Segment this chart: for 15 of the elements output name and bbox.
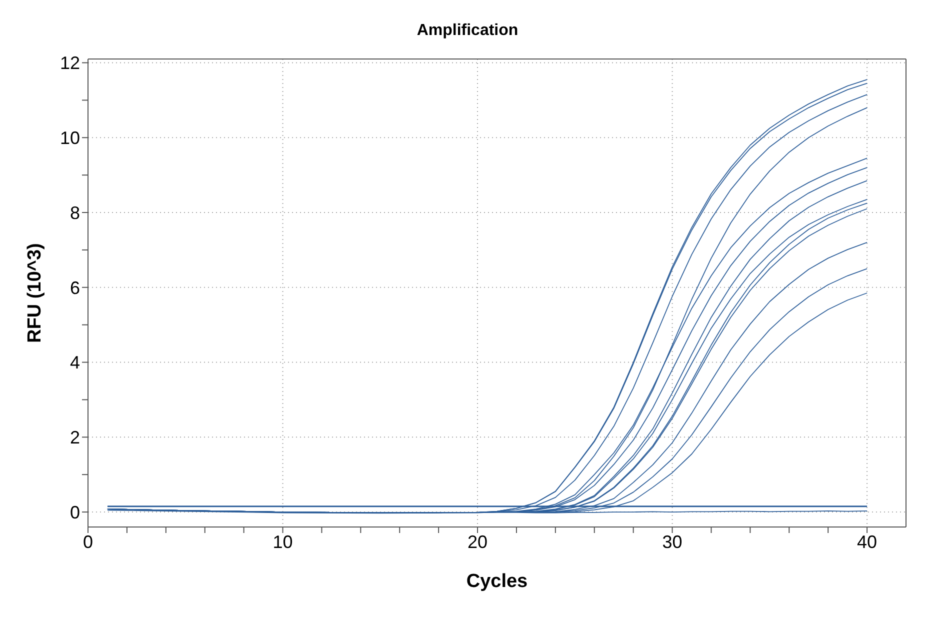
x-tick-label: 0 (82, 532, 94, 552)
y-tick-label: 0 (70, 502, 80, 522)
y-tick-label: 12 (60, 53, 80, 74)
y-tick-label: 6 (70, 278, 80, 298)
y-axis-title: RFU (10^3) (24, 243, 46, 343)
x-axis-title: Cycles (466, 571, 528, 592)
x-tick-label: 30 (662, 532, 682, 552)
x-tick-label: 10 (272, 532, 293, 552)
x-tick-label: 20 (468, 532, 488, 552)
y-tick-label: 2 (70, 428, 80, 448)
x-tick-label: 40 (857, 532, 878, 552)
chart-title: Amplification (416, 22, 520, 40)
y-tick-label: 10 (60, 128, 80, 148)
y-tick-label: 8 (70, 202, 80, 223)
y-tick-label: 4 (70, 352, 80, 373)
